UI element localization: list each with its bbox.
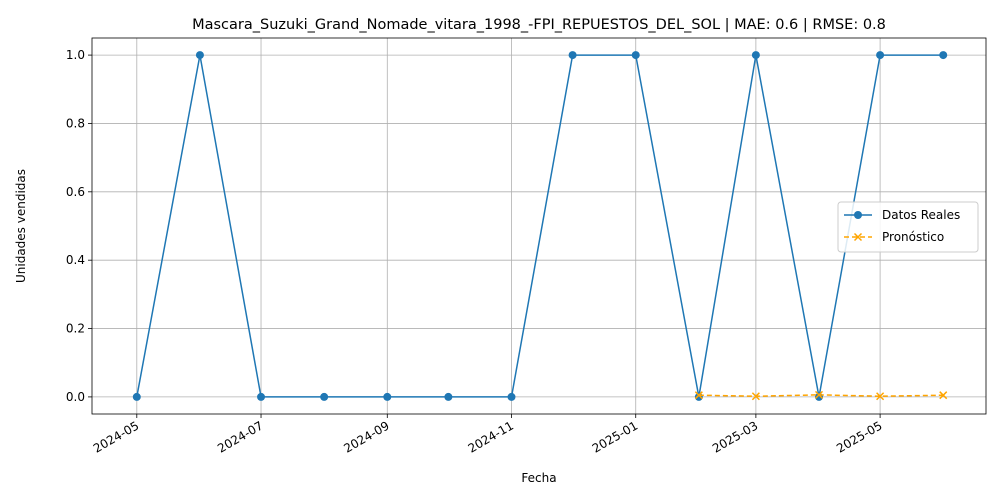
x-tick-label: 2024-07 [215,418,265,455]
marker-stroke [876,392,885,401]
data-point [814,390,824,399]
legend-label: Pronóstico [882,230,944,244]
y-tick-label: 0.6 [66,185,85,199]
data-point [383,392,392,401]
data-point [132,392,141,401]
legend-item: Datos Reales [844,208,960,222]
marker-stroke [939,391,948,400]
legend-label: Datos Reales [882,208,960,222]
legend-box [837,201,979,253]
data-point [195,51,204,60]
data-point [751,392,760,401]
data-point [631,51,640,60]
series-line [136,54,944,398]
legend: Datos Reales Pronóstico [837,201,979,253]
data-point [320,392,329,401]
data-point [694,392,703,401]
marker-stroke [814,390,824,399]
y-tick-label: 0.8 [66,116,85,130]
x-tick-label: 2024-11 [466,418,516,455]
data-point [257,392,266,401]
data-point [876,392,885,401]
plot-frame [91,37,987,415]
x-tick-label: 2024-05 [91,418,141,455]
marker-stroke [694,391,703,400]
y-tick-label: 0.4 [66,253,85,267]
x-tick-label: 2025-03 [710,418,760,455]
x-tick-label: 2025-05 [834,418,884,455]
data-point [568,51,577,60]
x-tick-label: 2024-09 [341,418,391,455]
y-tick-label: 0.0 [66,390,85,404]
x-tick-label: 2025-01 [590,418,640,455]
series-1 [694,390,948,401]
data-point [939,391,948,400]
plot-area [92,38,986,414]
data-point [507,392,516,401]
marker-stroke [751,392,760,401]
data-point [876,51,885,60]
data-point [694,391,703,400]
legend-item: Pronóstico [844,230,944,244]
data-point [939,51,948,60]
data-point [444,392,453,401]
x-axis-label: Fecha [521,471,556,485]
grid-lines [92,38,986,414]
y-axis-label: Unidades vendidas [14,169,28,283]
chart-title: Mascara_Suzuki_Grand_Nomade_vitara_1998_… [192,17,886,33]
data-point [751,51,760,60]
series-layer [132,51,948,401]
legend-marker [854,211,862,219]
y-tick-label: 0.2 [66,322,85,336]
legend-marker [853,232,863,242]
y-tick-label: 1.0 [66,48,85,62]
series-0 [132,51,948,401]
